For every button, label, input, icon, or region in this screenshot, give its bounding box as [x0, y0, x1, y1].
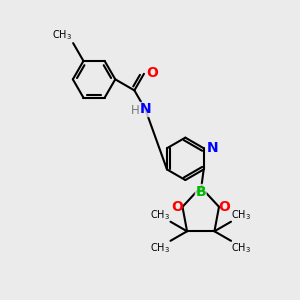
Text: O: O	[218, 200, 230, 214]
Text: O: O	[146, 66, 158, 80]
Text: CH$_3$: CH$_3$	[52, 28, 72, 42]
Text: H: H	[131, 104, 140, 117]
Text: N: N	[140, 103, 151, 116]
Text: B: B	[195, 184, 206, 199]
Text: CH$_3$: CH$_3$	[151, 208, 170, 222]
Text: CH$_3$: CH$_3$	[151, 241, 170, 255]
Text: CH$_3$: CH$_3$	[231, 241, 251, 255]
Text: O: O	[171, 200, 183, 214]
Text: CH$_3$: CH$_3$	[231, 208, 251, 222]
Text: N: N	[207, 141, 219, 155]
